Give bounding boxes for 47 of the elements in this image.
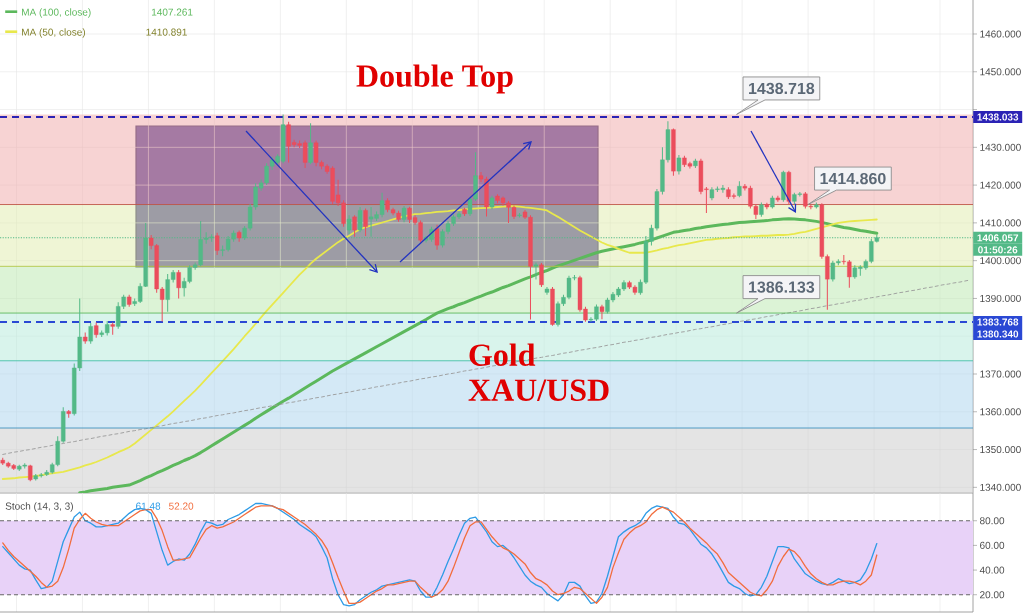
y-tick-label: 1340.000	[980, 483, 1021, 491]
text: Gold XAU/USD	[468, 343, 609, 401]
y-tick-label: 1400.000	[980, 257, 1021, 265]
candlestick	[236, 229, 242, 243]
y-tick-label: 1450.000	[980, 68, 1021, 76]
text: Double Top	[356, 64, 513, 94]
y-tick-label: 1410.000	[980, 219, 1021, 227]
y-tick-label: 1350.000	[980, 446, 1021, 454]
band-label: 1438.718	[749, 82, 815, 95]
legend-label: MA (100, close)	[22, 8, 91, 18]
band-label: 1414.860	[820, 172, 886, 185]
y-tick-label: 20.00	[980, 591, 1005, 599]
text: 01:50:26	[978, 246, 1018, 254]
ref-line-label: 1406.057	[977, 234, 1019, 242]
y-tick-label: 1420.000	[980, 181, 1021, 189]
candlestick	[88, 322, 93, 345]
candlestick	[539, 262, 544, 288]
band-label: 1386.133	[749, 281, 815, 293]
ref-line-label: 1383.768	[977, 318, 1019, 326]
candlestick	[775, 195, 781, 203]
y-tick-label: 80.00	[979, 517, 1005, 525]
y-tick-label: 1390.000	[980, 294, 1021, 302]
candlestick	[357, 206, 363, 233]
candlestick	[346, 214, 352, 235]
y-tick-label: 60.00	[980, 541, 1005, 549]
candlestick	[599, 304, 605, 320]
candlestick	[363, 208, 368, 237]
candlestick	[533, 262, 539, 281]
candlestick	[176, 269, 181, 299]
y-tick-label: 1360.000	[980, 408, 1021, 416]
annotation: 61.48	[136, 502, 161, 510]
ref-line-label: 1438.033	[977, 113, 1019, 121]
y-tick-label: 1460.000	[980, 30, 1021, 38]
annotation: 1407.261	[152, 8, 193, 16]
text: 1380.340	[977, 330, 1019, 338]
candlestick	[352, 214, 357, 238]
candlestick	[214, 232, 220, 256]
candlestick	[676, 154, 682, 176]
candlestick	[308, 122, 313, 165]
y-tick-label: 40.00	[979, 566, 1005, 574]
legend-label: MA (50, close)	[22, 28, 86, 38]
candlestick	[434, 224, 440, 251]
y-tick-label: 1430.000	[980, 143, 1021, 151]
annotation: 52.20	[169, 502, 194, 510]
annotation: 1410.891	[146, 28, 187, 36]
y-tick-label: 1370.000	[980, 370, 1021, 378]
text: Stoch (14, 3, 3)	[5, 502, 73, 512]
